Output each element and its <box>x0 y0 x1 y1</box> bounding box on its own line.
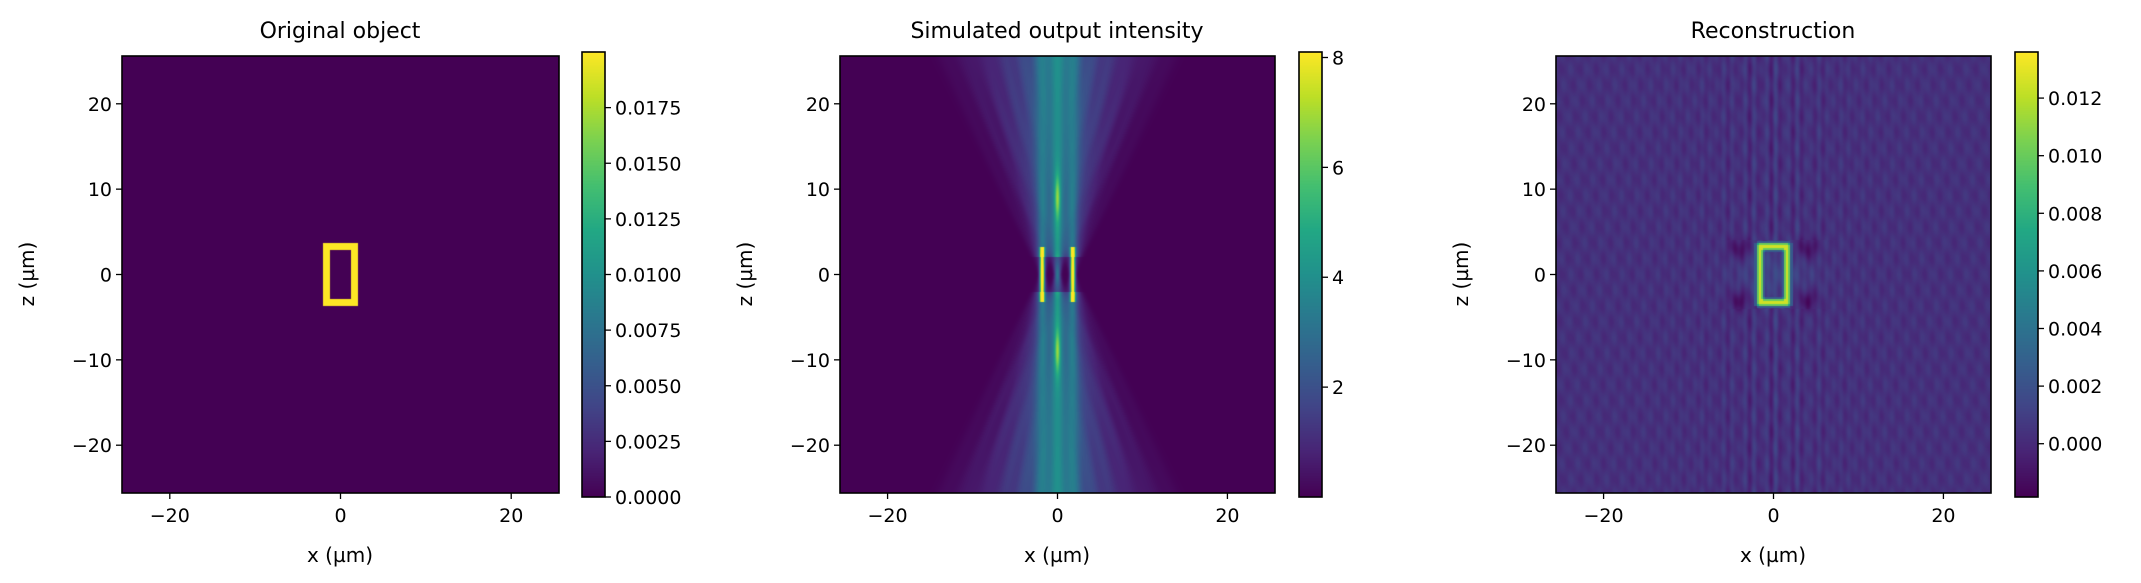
x-tick-label: 0 <box>334 505 346 527</box>
panel-title: Reconstruction <box>1691 19 1856 44</box>
colorbar-tick-label: 0.0000 <box>615 487 681 509</box>
colorbar-tick-label: 2 <box>1332 377 1344 399</box>
y-tick-label: 10 <box>806 179 830 201</box>
panel-title: Simulated output intensity <box>910 19 1203 44</box>
y-tick-label: 20 <box>806 94 830 116</box>
colorbar-tick-label: 0.0100 <box>615 265 681 287</box>
colorbar-tick-label: 0.000 <box>2048 434 2102 456</box>
colorbar-tick-label: 0.0075 <box>615 320 681 342</box>
heatmap-simulated-output-intensity <box>840 56 1275 493</box>
colorbar-simulated-output-intensity <box>1299 52 1322 497</box>
y-tick-label: −10 <box>72 350 112 372</box>
y-tick-label: 0 <box>100 265 112 287</box>
x-tick-label: −20 <box>150 505 190 527</box>
y-tick-label: 10 <box>1522 179 1546 201</box>
colorbar-tick-label: 0.010 <box>2048 146 2102 168</box>
colorbar-original-object <box>582 52 605 497</box>
x-tick-label: 0 <box>1767 505 1779 527</box>
colorbar-frame <box>1298 51 1323 498</box>
axes-frame <box>839 55 1276 494</box>
y-tick-label: 20 <box>88 94 112 116</box>
colorbar-tick-label: 4 <box>1332 267 1344 289</box>
colorbar-tick-label: 0.004 <box>2048 319 2102 341</box>
colorbar-tick-label: 0.0150 <box>615 153 681 175</box>
y-tick-label: 0 <box>1534 265 1546 287</box>
colorbar-tick-label: 0.0125 <box>615 209 681 231</box>
heatmap-original-object <box>122 56 559 493</box>
x-tick-label: −20 <box>868 505 908 527</box>
panel-title: Original object <box>260 19 421 44</box>
x-axis-label: x (µm) <box>1740 543 1806 567</box>
y-axis-label: z (µm) <box>733 242 757 307</box>
colorbar-tick-label: 0.0025 <box>615 431 681 453</box>
y-axis-label: z (µm) <box>15 242 39 307</box>
colorbar-tick-label: 0.012 <box>2048 88 2102 110</box>
y-axis-label: z (µm) <box>1449 242 1473 307</box>
colorbar-frame <box>581 51 606 498</box>
colorbar-tick-label: 0.002 <box>2048 376 2102 398</box>
colorbar-tick-label: 0.0050 <box>615 376 681 398</box>
colorbar-tick-label: 8 <box>1332 47 1344 69</box>
colorbar-tick-label: 0.0175 <box>615 98 681 120</box>
axes-frame <box>1555 55 1992 494</box>
x-tick-label: −20 <box>1584 505 1624 527</box>
y-tick-label: −20 <box>72 435 112 457</box>
y-tick-label: −20 <box>1506 435 1546 457</box>
colorbar-tick-label: 0.008 <box>2048 203 2102 225</box>
x-tick-label: 20 <box>1215 505 1239 527</box>
y-tick-label: −10 <box>1506 350 1546 372</box>
y-tick-label: 10 <box>88 179 112 201</box>
x-tick-label: 20 <box>499 505 523 527</box>
y-tick-label: 0 <box>818 265 830 287</box>
colorbar-frame <box>2014 51 2039 498</box>
y-tick-label: 20 <box>1522 94 1546 116</box>
x-tick-label: 0 <box>1051 505 1063 527</box>
axes-frame <box>121 55 560 494</box>
colorbar-reconstruction <box>2015 52 2038 497</box>
x-axis-label: x (µm) <box>1024 543 1090 567</box>
colorbar-tick-label: 0.006 <box>2048 261 2102 283</box>
colorbar-tick-label: 6 <box>1332 157 1344 179</box>
heatmap-reconstruction <box>1556 56 1991 493</box>
x-axis-label: x (µm) <box>307 543 373 567</box>
y-tick-label: −10 <box>790 350 830 372</box>
y-tick-label: −20 <box>790 435 830 457</box>
x-tick-label: 20 <box>1931 505 1955 527</box>
